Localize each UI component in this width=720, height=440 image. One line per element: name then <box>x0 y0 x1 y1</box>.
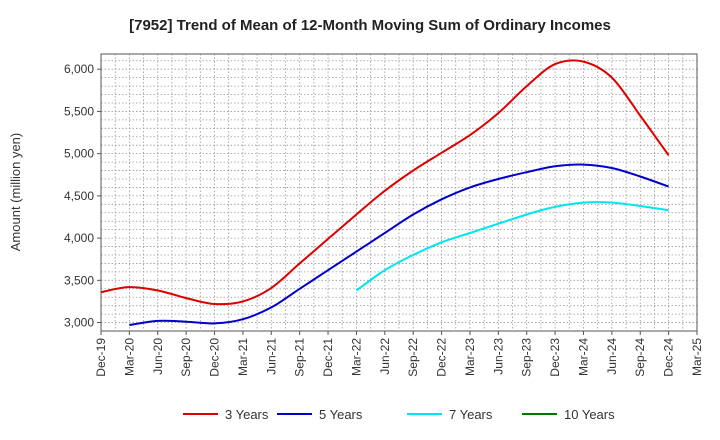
x-tick-label: Jun-20 <box>151 338 165 375</box>
x-tick-label: Mar-24 <box>576 338 590 376</box>
y-tick-label: 6,000 <box>64 62 94 76</box>
x-tick-label: Sep-21 <box>293 338 307 377</box>
y-axis-label: Amount (million yen) <box>8 133 23 252</box>
legend-label-3-years: 3 Years <box>225 407 269 422</box>
x-tick-label: Dec-24 <box>662 338 676 377</box>
x-tick-label: Dec-23 <box>548 338 562 377</box>
x-tick-label: Dec-21 <box>321 338 335 377</box>
legend-label-7-years: 7 Years <box>449 407 493 422</box>
y-tick-label: 4,500 <box>64 189 94 203</box>
x-tick-label: Mar-22 <box>349 338 363 376</box>
x-tick-label: Jun-24 <box>605 338 619 375</box>
legend-label-10-years: 10 Years <box>564 407 615 422</box>
x-tick-label: Mar-23 <box>463 338 477 376</box>
x-tick-label: Sep-23 <box>520 338 534 377</box>
y-tick-label: 4,000 <box>64 231 94 245</box>
series-line-3-years <box>100 59 670 306</box>
y-tick-label: 3,000 <box>64 316 94 330</box>
series-line-7-years <box>355 201 669 292</box>
series-line-5-years <box>129 163 669 327</box>
series-lines <box>100 59 670 327</box>
x-tick-label: Jun-22 <box>378 338 392 375</box>
x-axis-ticks: Dec-19 Mar-20 Jun-20 Sep-20 Dec-20 Mar-21 Jun-… <box>94 331 704 377</box>
x-tick-label: Jun-21 <box>264 338 278 375</box>
x-tick-label: Dec-19 <box>94 338 108 377</box>
y-tick-label: 5,500 <box>64 104 94 118</box>
x-tick-label: Sep-24 <box>633 338 647 377</box>
x-tick-label: Mar-20 <box>122 338 136 376</box>
x-tick-label: Sep-22 <box>406 338 420 377</box>
x-tick-label: Jun-23 <box>491 338 505 375</box>
x-tick-label: Sep-20 <box>179 338 193 377</box>
chart-title: [7952] Trend of Mean of 12-Month Moving … <box>129 17 611 34</box>
y-tick-label: 5,000 <box>64 147 94 161</box>
legend-label-5-years: 5 Years <box>319 407 363 422</box>
y-tick-label: 3,500 <box>64 273 94 287</box>
legend: 3 Years 5 Years 7 Years 10 Years <box>183 407 615 422</box>
x-tick-label: Dec-20 <box>208 338 222 377</box>
x-tick-label: Mar-25 <box>690 338 704 376</box>
y-axis-ticks: 3,000 3,500 4,000 4,500 5,000 5,500 6,000 <box>64 62 101 330</box>
x-tick-label: Dec-22 <box>435 338 449 377</box>
grid <box>100 54 698 332</box>
plot-area <box>100 53 698 332</box>
x-tick-label: Mar-21 <box>236 338 250 376</box>
